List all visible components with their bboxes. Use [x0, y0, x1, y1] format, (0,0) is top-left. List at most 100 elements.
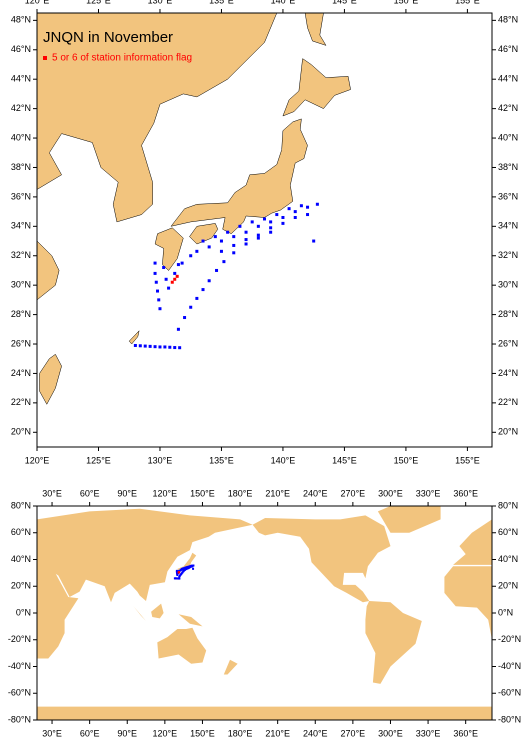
station-point	[189, 305, 193, 309]
y-tick-label: 80°N	[11, 500, 31, 510]
land-area	[37, 706, 492, 720]
station-point	[219, 239, 223, 243]
station-point	[185, 567, 188, 570]
station-point	[178, 577, 181, 580]
station-point	[178, 571, 181, 574]
station-point	[201, 239, 205, 243]
x-tick-label: 360°E	[453, 488, 478, 498]
station-point	[191, 565, 194, 568]
station-point	[207, 245, 211, 249]
station-point	[185, 566, 188, 569]
y-tick-label: 0°N	[16, 607, 31, 617]
station-point	[176, 574, 179, 577]
station-point	[182, 568, 185, 571]
station-point	[180, 567, 183, 570]
y-tick-label: 40°N	[498, 554, 518, 564]
x-tick-label: 135°E	[209, 455, 234, 465]
station-point	[175, 274, 179, 278]
x-tick-label: 125°E	[86, 0, 111, 5]
station-point	[138, 344, 142, 348]
y-tick-label: 46°N	[498, 44, 518, 54]
station-point	[269, 220, 273, 224]
station-point	[192, 564, 195, 567]
x-tick-label: 150°E	[394, 455, 419, 465]
y-tick-label: 44°N	[11, 74, 31, 84]
land	[37, 506, 492, 720]
station-point	[312, 239, 316, 243]
y-tick-label: 36°N	[498, 191, 518, 201]
station-point	[153, 345, 157, 349]
y-tick-label: 24°N	[498, 368, 518, 378]
x-tick-label: 90°E	[117, 728, 137, 738]
station-point	[173, 346, 177, 350]
station-point	[157, 298, 161, 302]
station-point	[153, 271, 157, 275]
station-point	[167, 286, 171, 290]
land-area	[365, 601, 422, 684]
y-tick-label: 60°N	[498, 527, 518, 537]
x-tick-label: 30°E	[42, 728, 62, 738]
y-tick-label: 36°N	[11, 191, 31, 201]
station-point	[215, 268, 219, 272]
land-area	[223, 659, 238, 675]
x-tick-label: 330°E	[416, 728, 441, 738]
y-tick-label: 26°N	[498, 338, 518, 348]
x-tick-label: 360°E	[453, 728, 478, 738]
x-tick-label: 180°E	[228, 728, 253, 738]
map-title: JNQN in November	[43, 29, 173, 46]
station-point	[186, 567, 189, 570]
y-tick-label: -80°N	[498, 714, 521, 724]
x-tick-label: 300°E	[378, 728, 403, 738]
x-tick-label: 60°E	[80, 728, 100, 738]
station-point	[178, 575, 181, 578]
station-point	[293, 215, 297, 219]
station-point	[207, 279, 211, 283]
y-tick-label: 20°N	[11, 581, 31, 591]
x-tick-label: 130°E	[148, 455, 173, 465]
x-tick-label: 120°E	[153, 728, 178, 738]
station-point	[176, 570, 179, 573]
y-tick-label: 22°N	[11, 397, 31, 407]
station-point	[244, 230, 248, 234]
y-tick-label: 0°N	[498, 607, 513, 617]
x-tick-label: 135°E	[209, 0, 234, 5]
station-point	[287, 207, 291, 211]
station-point	[195, 249, 199, 253]
station-point	[183, 568, 186, 571]
land-area	[189, 223, 219, 245]
station-point	[176, 263, 180, 267]
land-area	[37, 240, 60, 301]
station-point	[195, 296, 199, 300]
y-tick-label: 30°N	[11, 280, 31, 290]
station-point	[238, 224, 242, 228]
y-tick-label: 26°N	[11, 338, 31, 348]
land-area	[304, 13, 327, 46]
station-point	[269, 230, 273, 234]
station-point	[162, 266, 166, 270]
station-point	[183, 567, 186, 570]
x-tick-label: 210°E	[265, 488, 290, 498]
y-tick-label: 34°N	[11, 221, 31, 231]
x-tick-label: 155°E	[455, 0, 480, 5]
y-tick-label: 38°N	[11, 162, 31, 172]
station-point	[170, 280, 174, 284]
station-point	[250, 220, 254, 224]
x-tick-label: 60°E	[80, 488, 100, 498]
station-point	[256, 224, 260, 228]
station-point	[176, 327, 180, 331]
station-point	[306, 213, 310, 217]
y-tick-label: 20°N	[498, 581, 518, 591]
map-frame	[36, 12, 493, 448]
x-tick-label: 140°E	[271, 455, 296, 465]
station-point	[256, 233, 260, 237]
legend-marker	[43, 56, 47, 60]
land-area	[377, 506, 441, 533]
y-tick-label: -80°N	[8, 714, 31, 724]
y-tick-label: 80°N	[498, 500, 518, 510]
station-point	[299, 204, 303, 208]
y-tick-label: 20°N	[498, 427, 518, 437]
y-tick-label: -60°N	[8, 688, 31, 698]
station-point	[173, 277, 177, 281]
station-point	[306, 205, 310, 209]
y-tick-label: 28°N	[498, 309, 518, 319]
